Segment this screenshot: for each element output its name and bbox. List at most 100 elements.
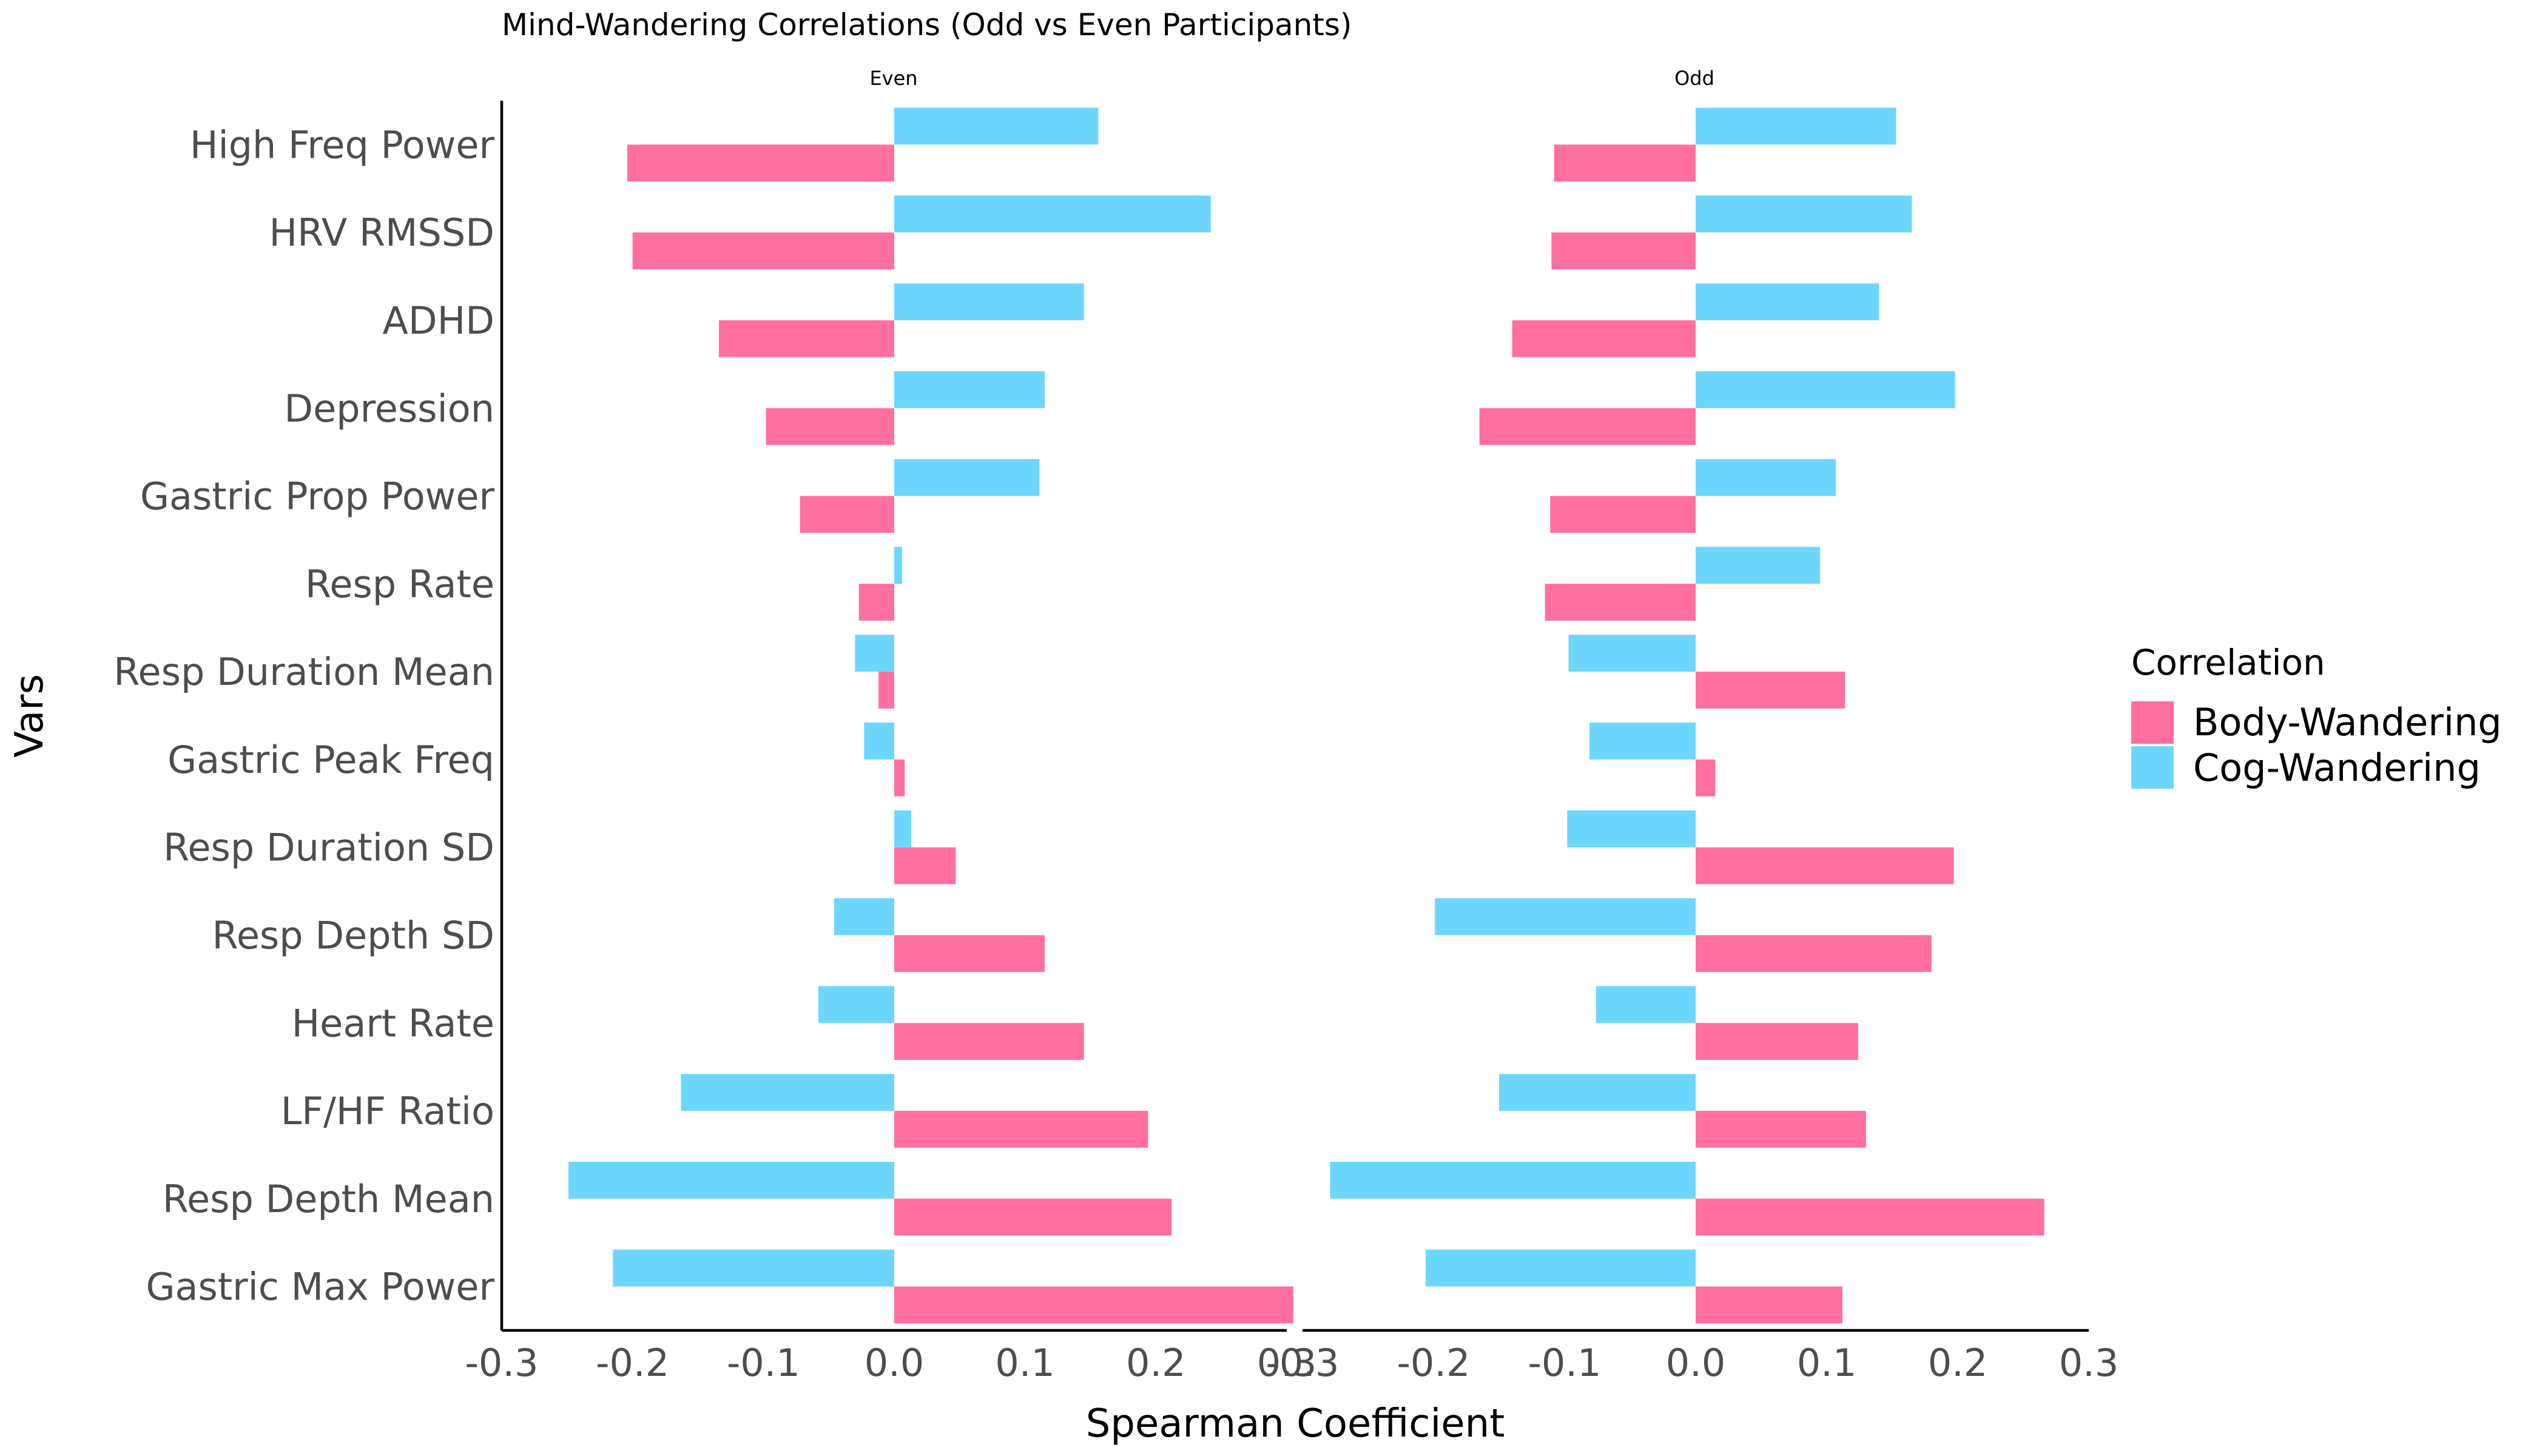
x-tick-label-even-1: -0.2	[596, 1341, 669, 1385]
facet-label-even: Even	[869, 67, 917, 90]
bar-odd-cog-wandering-resp-duration-sd	[1567, 810, 1696, 848]
bar-odd-cog-wandering-high-freq-power	[1696, 107, 1896, 145]
legend-label-body-wandering: Body-Wandering	[2193, 700, 2502, 744]
y-tick-label-resp-rate: Resp Rate	[305, 562, 494, 606]
legend-label-cog-wandering: Cog-Wandering	[2193, 746, 2481, 790]
bar-odd-cog-wandering-gastric-max-power	[1426, 1249, 1696, 1287]
bar-even-body-wandering-gastric-peak-freq	[894, 759, 905, 797]
bar-odd-cog-wandering-resp-depth-mean	[1330, 1162, 1696, 1199]
bar-even-cog-wandering-hrv-rmssd	[894, 195, 1211, 233]
x-tick-label-even-3: 0.0	[864, 1341, 925, 1385]
x-tick-label-even-0: -0.3	[465, 1341, 539, 1385]
bar-odd-body-wandering-gastric-max-power	[1696, 1286, 1842, 1324]
bar-odd-body-wandering-adhd	[1512, 320, 1696, 357]
x-tick-label-even-4: 0.1	[995, 1341, 1055, 1385]
y-tick-label-hrv-rmssd: HRV RMSSD	[269, 211, 494, 255]
x-tick-label-odd-4: 0.1	[1797, 1341, 1857, 1385]
bar-even-body-wandering-resp-duration-mean	[878, 672, 894, 709]
y-tick-label-gastric-prop-power: Gastric Prop Power	[140, 474, 495, 519]
bar-odd-body-wandering-resp-duration-mean	[1696, 672, 1845, 709]
x-axis-ticks: -0.3 -0.2 -0.1 0.0 0.1 0.2 0.3-0.3 -0.2 -0.1 0.0 0…	[465, 1341, 2119, 1385]
legend: Correlation Body-Wandering Cog-Wandering	[2131, 642, 2502, 790]
bar-even-cog-wandering-resp-duration-mean	[855, 635, 894, 672]
bar-even-cog-wandering-gastric-prop-power	[894, 459, 1040, 496]
y-tick-label-resp-duration-sd: Resp Duration SD	[163, 826, 494, 870]
bar-even-body-wandering-heart-rate	[894, 1023, 1084, 1060]
y-tick-label-gastric-max-power: Gastric Max Power	[146, 1265, 495, 1309]
bar-odd-cog-wandering-hrv-rmssd	[1696, 195, 1912, 233]
bar-odd-cog-wandering-depression	[1696, 371, 1955, 408]
bar-odd-body-wandering-lf-hf-ratio	[1696, 1111, 1866, 1148]
bar-odd-body-wandering-depression	[1479, 408, 1696, 445]
bar-odd-cog-wandering-resp-duration-mean	[1568, 635, 1696, 672]
x-tick-label-even-2: -0.1	[727, 1341, 800, 1385]
x-tick-label-odd-5: 0.2	[1928, 1341, 1988, 1385]
y-tick-label-heart-rate: Heart Rate	[292, 1001, 494, 1045]
bar-even-cog-wandering-high-freq-power	[894, 107, 1099, 145]
y-tick-label-depression: Depression	[284, 386, 494, 431]
bar-odd-body-wandering-resp-duration-sd	[1696, 847, 1954, 885]
x-tick-label-even-6: 0.3	[1257, 1341, 1317, 1385]
y-tick-label-resp-duration-mean: Resp Duration Mean	[113, 650, 494, 694]
legend-swatch-body-wandering	[2131, 701, 2174, 744]
legend-swatch-cog-wandering	[2131, 746, 2174, 789]
bar-odd-cog-wandering-gastric-peak-freq	[1589, 723, 1696, 760]
bar-odd-cog-wandering-lf-hf-ratio	[1499, 1074, 1696, 1111]
facet-label-odd: Odd	[1674, 67, 1714, 90]
bar-even-cog-wandering-depression	[894, 371, 1045, 408]
bar-odd-body-wandering-resp-depth-mean	[1696, 1198, 2044, 1236]
bar-even-cog-wandering-resp-depth-sd	[834, 898, 894, 935]
x-axis-title: Spearman Coefficient	[1086, 1401, 1505, 1446]
y-tick-label-adhd: ADHD	[382, 298, 494, 343]
chart-title: Mind-Wandering Correlations (Odd vs Even…	[502, 7, 1352, 42]
bar-even-body-wandering-depression	[766, 408, 894, 445]
bar-odd-body-wandering-high-freq-power	[1554, 144, 1696, 182]
x-tick-label-odd-1: -0.2	[1397, 1341, 1471, 1385]
bar-even-body-wandering-high-freq-power	[627, 144, 894, 182]
x-tick-label-even-5: 0.2	[1126, 1341, 1186, 1385]
bar-even-cog-wandering-resp-rate	[894, 547, 902, 584]
y-tick-label-resp-depth-mean: Resp Depth Mean	[163, 1177, 494, 1221]
y-axis-title: Vars	[7, 674, 52, 758]
bar-even-body-wandering-adhd	[719, 320, 894, 357]
bar-even-cog-wandering-adhd	[894, 283, 1084, 320]
x-tick-label-odd-2: -0.1	[1528, 1341, 1602, 1385]
y-tick-label-resp-depth-sd: Resp Depth SD	[212, 913, 494, 957]
y-axis-labels: High Freq Power HRV RMSSD ADHD Depression Ga…	[113, 123, 494, 1309]
bar-even-body-wandering-resp-depth-sd	[894, 935, 1045, 972]
bar-even-cog-wandering-gastric-max-power	[613, 1249, 894, 1287]
bar-odd-body-wandering-resp-depth-sd	[1696, 935, 1932, 972]
bar-even-body-wandering-resp-duration-sd	[894, 847, 956, 885]
bar-even-body-wandering-resp-rate	[858, 584, 894, 621]
bar-even-cog-wandering-lf-hf-ratio	[681, 1074, 894, 1111]
y-tick-label-high-freq-power: High Freq Power	[190, 123, 495, 167]
bar-even-cog-wandering-gastric-peak-freq	[864, 723, 894, 760]
bar-odd-cog-wandering-resp-rate	[1696, 547, 1821, 584]
bar-even-body-wandering-resp-depth-mean	[894, 1198, 1172, 1236]
panel-odd	[1330, 107, 2044, 1324]
bar-even-cog-wandering-heart-rate	[818, 986, 894, 1023]
bar-odd-body-wandering-resp-rate	[1545, 584, 1696, 621]
bar-even-body-wandering-hrv-rmssd	[632, 232, 894, 269]
bar-even-body-wandering-lf-hf-ratio	[894, 1111, 1148, 1148]
bar-even-cog-wandering-resp-depth-mean	[568, 1162, 894, 1199]
bar-odd-cog-wandering-gastric-prop-power	[1696, 459, 1836, 496]
bar-odd-cog-wandering-adhd	[1696, 283, 1879, 320]
x-tick-label-odd-6: 0.3	[2059, 1341, 2119, 1385]
bar-odd-cog-wandering-heart-rate	[1596, 986, 1696, 1023]
bar-even-body-wandering-gastric-max-power	[894, 1286, 1293, 1324]
y-tick-label-lf-hf-ratio: LF/HF Ratio	[281, 1089, 494, 1133]
bar-even-body-wandering-gastric-prop-power	[800, 496, 894, 533]
y-tick-label-gastric-peak-freq: Gastric Peak Freq	[167, 738, 494, 782]
bar-odd-body-wandering-gastric-peak-freq	[1696, 759, 1716, 797]
legend-title: Correlation	[2131, 642, 2325, 683]
bar-odd-cog-wandering-resp-depth-sd	[1435, 898, 1696, 935]
bar-even-cog-wandering-resp-duration-sd	[894, 810, 912, 848]
x-tick-label-odd-3: 0.0	[1666, 1341, 1726, 1385]
bar-odd-body-wandering-hrv-rmssd	[1551, 232, 1696, 269]
bar-odd-body-wandering-heart-rate	[1696, 1023, 1858, 1060]
panel-even	[568, 107, 1293, 1324]
bar-odd-body-wandering-gastric-prop-power	[1550, 496, 1696, 533]
x-tick-label-odd-0: -0.3	[1266, 1341, 1340, 1385]
